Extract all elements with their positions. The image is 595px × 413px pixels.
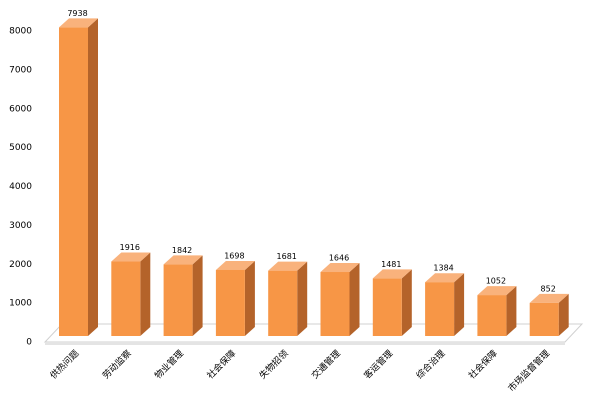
bar-top bbox=[163, 255, 203, 265]
x-tick-label: 物业管理 bbox=[152, 347, 186, 381]
bar bbox=[320, 272, 350, 336]
bar bbox=[477, 295, 507, 336]
bar-top bbox=[529, 293, 569, 303]
x-tick-label: 劳动监察 bbox=[100, 347, 134, 381]
bar bbox=[372, 278, 402, 336]
value-label: 1842 bbox=[172, 246, 192, 255]
bar-side bbox=[140, 252, 151, 336]
bar-top bbox=[268, 261, 308, 271]
bar-side bbox=[244, 260, 255, 336]
bar-side bbox=[454, 273, 465, 336]
y-tick-label: 1000 bbox=[9, 299, 32, 309]
value-label: 1481 bbox=[381, 260, 401, 269]
bar-side bbox=[349, 263, 360, 336]
x-tick-label: 综合治理 bbox=[414, 347, 448, 381]
x-tick-label: 交通管理 bbox=[309, 347, 343, 381]
bar-side bbox=[297, 261, 308, 336]
bar-top bbox=[372, 269, 412, 279]
bar-side bbox=[558, 293, 569, 336]
y-tick-label: 4000 bbox=[9, 182, 32, 192]
bar-top bbox=[111, 252, 151, 262]
bar-top bbox=[320, 263, 360, 273]
bar bbox=[529, 302, 559, 336]
bar bbox=[425, 282, 455, 336]
bar bbox=[59, 27, 88, 337]
y-tick-label: 8000 bbox=[9, 27, 32, 37]
value-label: 1384 bbox=[433, 264, 453, 273]
bar-top bbox=[59, 18, 98, 28]
bar bbox=[215, 269, 245, 336]
bar-top bbox=[425, 273, 465, 283]
x-tick-label: 客运管理 bbox=[361, 347, 395, 381]
bar-side bbox=[401, 269, 412, 336]
bar bbox=[111, 261, 141, 336]
value-label: 1916 bbox=[120, 243, 140, 252]
value-label: 7938 bbox=[67, 9, 87, 18]
value-label: 852 bbox=[541, 284, 556, 293]
value-label: 1681 bbox=[277, 252, 297, 261]
y-tick-label: 3000 bbox=[9, 221, 32, 231]
bar-side bbox=[88, 18, 98, 337]
bar-top bbox=[477, 286, 517, 296]
y-tick-label: 6000 bbox=[9, 104, 32, 114]
y-tick-label: 0 bbox=[26, 338, 32, 348]
x-tick-label: 供热问题 bbox=[47, 347, 81, 381]
bar-top bbox=[215, 260, 255, 270]
x-tick-label: 社会保障 bbox=[204, 347, 238, 381]
x-tick-label: 市场监督管理 bbox=[505, 347, 552, 394]
bar-side bbox=[506, 286, 517, 336]
value-label: 1698 bbox=[224, 251, 244, 260]
x-tick-label: 社会保障 bbox=[466, 347, 500, 381]
bar bbox=[163, 264, 193, 336]
bar-side bbox=[192, 255, 203, 336]
value-label: 1646 bbox=[329, 254, 349, 263]
y-tick-label: 5000 bbox=[9, 143, 32, 153]
y-tick-label: 7000 bbox=[9, 65, 32, 75]
x-tick-label: 失物招领 bbox=[257, 347, 291, 381]
y-tick-label: 2000 bbox=[9, 260, 32, 270]
floor-edge bbox=[45, 342, 565, 345]
value-label: 1052 bbox=[486, 277, 506, 286]
bar bbox=[268, 270, 298, 336]
